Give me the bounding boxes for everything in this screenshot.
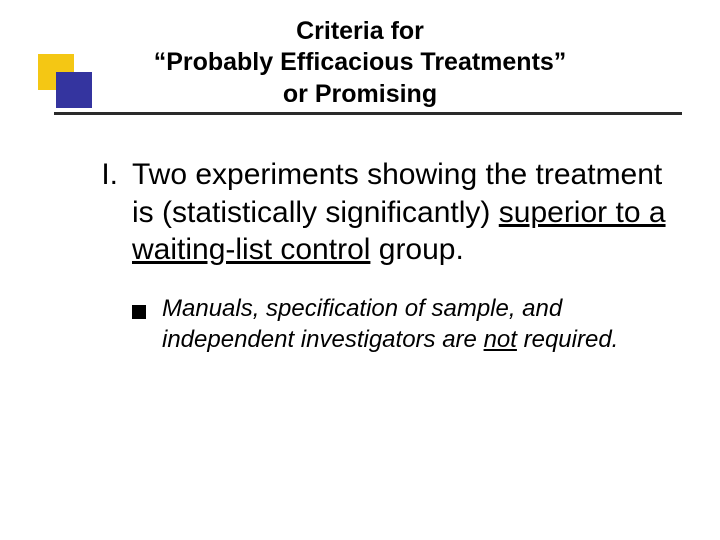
list-marker-square bbox=[132, 293, 162, 326]
corner-decoration bbox=[38, 54, 92, 108]
text-segment: required. bbox=[517, 326, 618, 353]
list-item: Manuals, specification of sample, and in… bbox=[132, 293, 668, 355]
text-segment: group. bbox=[370, 233, 463, 266]
horizontal-rule bbox=[54, 112, 682, 115]
body-content: I. Two experiments showing the treatment… bbox=[68, 156, 668, 355]
list-item-text: Two experiments showing the treatment is… bbox=[132, 156, 668, 269]
slide-title: Criteria for “Probably Efficacious Treat… bbox=[0, 16, 720, 110]
square-bullet-icon bbox=[132, 305, 146, 319]
slide: Criteria for “Probably Efficacious Treat… bbox=[0, 0, 720, 540]
text-underlined: not bbox=[484, 326, 517, 353]
list-subitem-text: Manuals, specification of sample, and in… bbox=[162, 293, 668, 355]
list-item: I. Two experiments showing the treatment… bbox=[68, 156, 668, 269]
title-line-1: Criteria for bbox=[0, 16, 720, 47]
list-marker-roman: I. bbox=[68, 156, 132, 194]
title-line-3: or Promising bbox=[0, 79, 720, 110]
title-line-2: “Probably Efficacious Treatments” bbox=[0, 47, 720, 78]
corner-square-blue bbox=[56, 72, 92, 108]
